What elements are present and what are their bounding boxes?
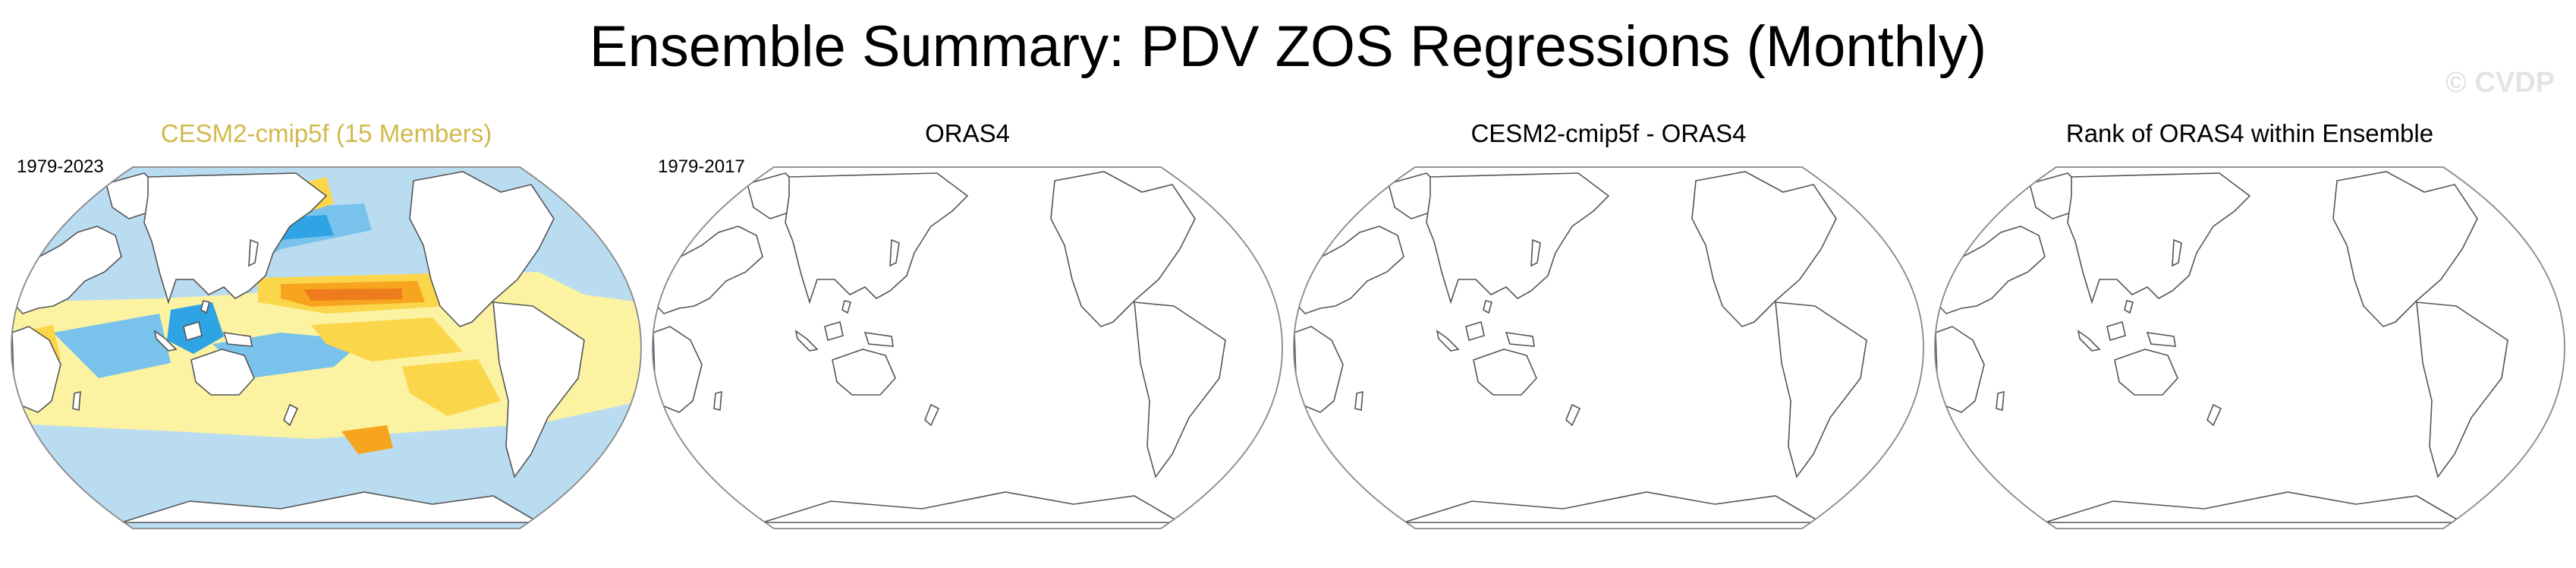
new-zealand-landmass: [924, 403, 940, 427]
antarctica-landmass: [762, 491, 1182, 523]
equatorial-pacific-warm: [311, 317, 463, 361]
new-guinea-landmass: [222, 332, 253, 347]
map-boundary: [1934, 166, 2565, 529]
north-america-east-landmass: [653, 226, 763, 314]
australia-landmass: [190, 349, 255, 396]
antarctica-landmass: [1403, 491, 1823, 523]
north-america-east-landmass: [11, 226, 122, 314]
panel-title: ORAS4: [925, 119, 1010, 147]
new-guinea-landmass: [863, 332, 894, 347]
japan-landmass: [1530, 238, 1541, 267]
borneo-landmass: [1465, 320, 1485, 342]
map-panel-difference: CESM2-cmip5f - ORAS4: [1290, 114, 1927, 562]
japan-landmass: [889, 238, 900, 267]
world-map: [11, 166, 642, 529]
south-america-landmass: [492, 301, 585, 478]
eurasia-landmass: [1426, 172, 1610, 305]
north-america-east-landmass: [1935, 226, 2046, 314]
central-pacific-warm-peak: [304, 289, 402, 301]
sumatra-landmass: [153, 330, 178, 352]
map-boundary: [1293, 166, 1924, 529]
eurasia-landmass: [785, 172, 969, 305]
north-america-west-landmass: [2332, 171, 2478, 327]
south-america-landmass: [1775, 301, 1867, 478]
south-pacific-warm-spot: [341, 425, 393, 454]
sumatra-landmass: [1436, 330, 1460, 352]
new-zealand-landmass: [2206, 403, 2222, 427]
world-map: [1934, 166, 2565, 529]
map-panel-cesm2: CESM2-cmip5f (15 Members) 1979-2023: [8, 114, 645, 562]
world-map: [1293, 166, 1924, 529]
australia-landmass: [1473, 349, 1537, 396]
north-america-west-landmass: [1691, 171, 1837, 327]
north-america-east-landmass: [1294, 226, 1404, 314]
world-map: [652, 166, 1283, 529]
south-america-landmass: [2416, 301, 2508, 478]
southeast-pacific-warm: [402, 359, 501, 416]
philippines-landmass: [200, 300, 210, 314]
cvdp-watermark: © CVDP: [2445, 67, 2555, 99]
map-panel-oras4: ORAS4 1979-2017: [649, 114, 1286, 562]
panel-title: CESM2-cmip5f - ORAS4: [1470, 119, 1747, 147]
new-zealand-landmass: [1565, 403, 1581, 427]
madagascar-landmass: [713, 390, 722, 412]
indian-ocean-cold: [53, 314, 171, 378]
map-content: [653, 171, 1226, 523]
philippines-landmass: [1483, 300, 1492, 314]
philippines-landmass: [2124, 300, 2134, 314]
north-america-west-landmass: [409, 171, 555, 327]
year-range-label: 1979-2023: [17, 156, 104, 177]
japan-landmass: [248, 238, 259, 267]
map-boundary: [652, 166, 1283, 529]
sumatra-landmass: [2077, 330, 2101, 352]
australia-landmass: [832, 349, 896, 396]
eurasia-landmass: [143, 172, 328, 305]
madagascar-landmass: [1354, 390, 1363, 412]
borneo-landmass: [2106, 320, 2126, 342]
map-panel-rank: Rank of ORAS4 within Ensemble: [1931, 114, 2568, 562]
borneo-landmass: [183, 320, 203, 342]
panel-title: Rank of ORAS4 within Ensemble: [2065, 119, 2434, 147]
eurasia-landmass: [2067, 172, 2251, 305]
panel-title: CESM2-cmip5f (15 Members): [160, 119, 492, 147]
north-america-west-landmass: [1050, 171, 1196, 327]
madagascar-landmass: [1996, 390, 2005, 412]
map-content: [1935, 171, 2508, 523]
philippines-landmass: [841, 300, 851, 314]
figure-title: Ensemble Summary: PDV ZOS Regressions (M…: [589, 14, 1987, 79]
new-guinea-landmass: [2146, 332, 2176, 347]
antarctica-landmass: [2044, 491, 2464, 523]
madagascar-landmass: [72, 390, 81, 412]
south-america-landmass: [1134, 301, 1226, 478]
borneo-landmass: [824, 320, 844, 342]
map-content: [11, 167, 641, 529]
australia-landmass: [2114, 349, 2178, 396]
new-zealand-landmass: [283, 403, 299, 427]
sumatra-landmass: [794, 330, 819, 352]
antarctica-landmass: [121, 491, 541, 523]
japan-landmass: [2172, 238, 2182, 267]
new-guinea-landmass: [1505, 332, 1535, 347]
map-content: [1294, 171, 1867, 523]
year-range-label: 1979-2017: [658, 156, 745, 177]
map-boundary: [11, 166, 642, 529]
